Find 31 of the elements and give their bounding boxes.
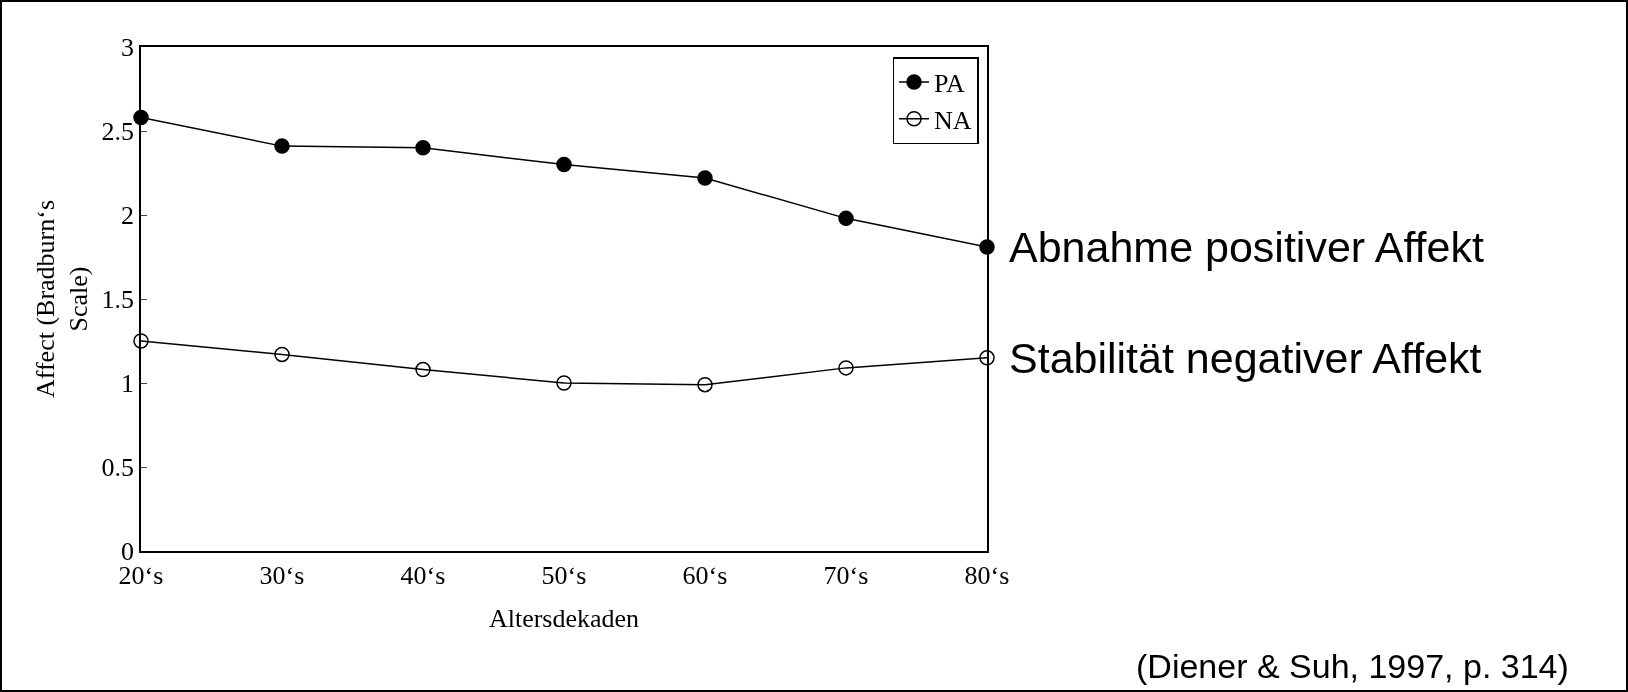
y-tick-label: 3 xyxy=(121,33,135,63)
y-tick-label: 0.5 xyxy=(101,453,135,483)
point xyxy=(133,333,149,349)
x-tick-label: 80‘s xyxy=(964,560,1010,590)
y-tick-label: 2 xyxy=(121,201,135,231)
point xyxy=(556,375,572,391)
x-tick-label: 70‘s xyxy=(823,560,869,590)
annotation: Abnahme positiver Affekt xyxy=(1009,223,1484,271)
x-tick-label: 30‘s xyxy=(259,560,305,590)
legend-label: PA xyxy=(934,69,966,99)
y-tick-label: 2.5 xyxy=(101,117,135,147)
y-tick-label: 1 xyxy=(121,369,135,399)
point xyxy=(274,346,290,363)
x-axis-title: Altersdekaden xyxy=(488,604,640,634)
x-tick-label: 60‘s xyxy=(682,560,728,590)
point xyxy=(556,156,572,173)
point xyxy=(274,138,290,154)
legend-label: NA xyxy=(934,105,972,135)
point xyxy=(415,361,431,378)
point xyxy=(697,170,713,186)
x-tick-label: 40‘s xyxy=(400,560,446,590)
x-tick-label: 50‘s xyxy=(541,560,587,590)
y-tick-label: 1.5 xyxy=(101,285,135,315)
point xyxy=(838,210,854,227)
point xyxy=(415,140,431,156)
y-axis-title: Affect (Bradburn‘s Scale) xyxy=(30,199,94,399)
point xyxy=(838,360,854,376)
point xyxy=(979,350,995,366)
annotation: Stabilität negativer Affekt xyxy=(1009,334,1482,382)
point xyxy=(697,376,713,393)
text: (Diener & Suh, 1997, p. 314) xyxy=(1136,647,1569,685)
